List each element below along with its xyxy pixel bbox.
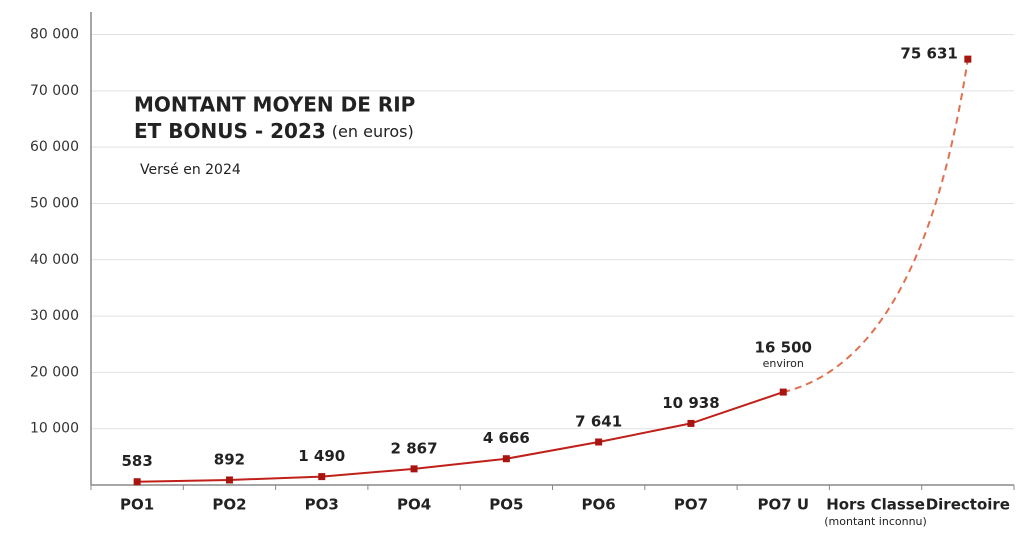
x-tick-label: PO7 U (757, 496, 809, 514)
value-label: 583 (121, 452, 152, 470)
y-tick-label: 70 000 (30, 83, 79, 99)
point-marker (318, 473, 326, 481)
point-marker (595, 438, 603, 446)
title-unit: (en euros) (332, 122, 414, 141)
y-tick-label: 60 000 (30, 139, 79, 155)
x-tick-label: PO6 (582, 496, 616, 514)
x-tick-label: PO3 (305, 496, 339, 514)
point-marker (502, 455, 510, 463)
x-tick-label: PO7 (674, 496, 708, 514)
annotation: environ (763, 357, 804, 370)
y-tick-label: 80 000 (30, 27, 79, 43)
value-label: 1 490 (298, 447, 345, 465)
y-tick-label: 40 000 (30, 252, 79, 268)
chart-title: MONTANT MOYEN DE RIP (134, 93, 415, 117)
category-note: (montant inconnu) (824, 515, 927, 528)
x-tick-label: PO5 (489, 496, 523, 514)
value-label: 16 500 (755, 339, 812, 357)
chart-title: ET BONUS - 2023 (134, 119, 326, 143)
point-marker (964, 55, 972, 63)
value-label: 2 867 (391, 439, 438, 457)
value-label: 4 666 (483, 429, 530, 447)
x-tick-label: PO4 (397, 496, 431, 514)
y-tick-label: 10 000 (30, 421, 79, 437)
value-label: 10 938 (662, 394, 719, 412)
point-marker (225, 476, 233, 484)
point-marker (410, 465, 418, 473)
x-tick-label: PO1 (120, 496, 154, 514)
line-series (137, 391, 784, 483)
value-label: 75 631 (900, 45, 957, 63)
dashed-extrapolation (783, 58, 969, 394)
chart-title: ET BONUS - 2023 (en euros) (134, 119, 414, 143)
value-label: 892 (214, 450, 245, 468)
x-tick-label: PO2 (212, 496, 246, 514)
x-tick-label: Directoire (926, 496, 1010, 514)
y-tick-label: 30 000 (30, 308, 79, 324)
chart-subtitle: Versé en 2024 (140, 162, 241, 178)
point-marker (779, 388, 787, 396)
point-marker (133, 478, 141, 486)
value-label: 7 641 (575, 412, 622, 430)
point-marker (687, 419, 695, 427)
y-tick-label: 20 000 (30, 364, 79, 380)
x-tick-label: Hors Classe (826, 496, 925, 514)
y-tick-label: 50 000 (30, 195, 79, 211)
